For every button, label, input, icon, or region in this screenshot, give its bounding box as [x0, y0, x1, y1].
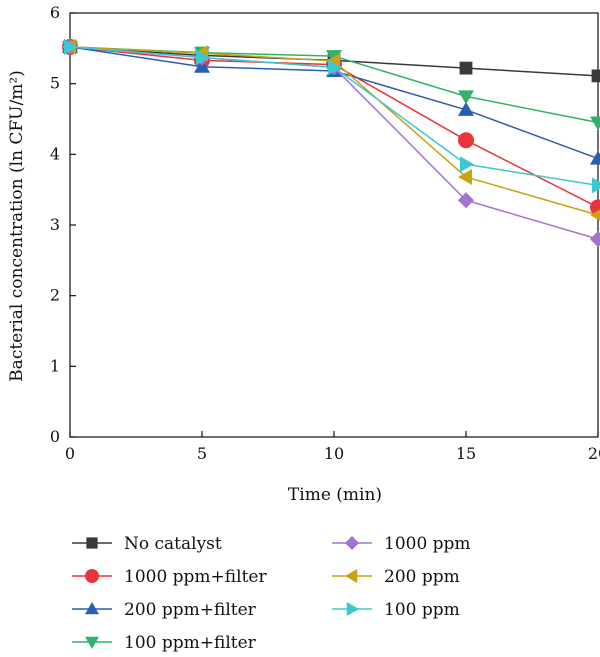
legend-marker	[345, 569, 358, 583]
data-point	[460, 156, 474, 173]
x-axis-ticks: 0 5 10 15 20	[65, 431, 600, 463]
x-tick-label: 10	[324, 444, 344, 463]
series-layer	[62, 38, 600, 248]
x-tick-label: 5	[197, 444, 207, 463]
data-point	[592, 177, 600, 194]
data-point	[458, 90, 474, 105]
legend-label: No catalyst	[124, 534, 222, 554]
data-point	[590, 231, 600, 248]
x-tick-label: 20	[588, 444, 600, 463]
x-tick-label: 15	[456, 444, 476, 463]
y-axis-ticks: 0 1 2 3 4 5 6	[50, 3, 76, 446]
data-point	[458, 132, 474, 149]
y-tick-label: 3	[50, 215, 60, 234]
y-tick-label: 0	[50, 427, 60, 446]
y-tick-label: 5	[50, 74, 60, 93]
legend: No catalyst 1000 ppm+filter 200 ppm+filter…	[72, 534, 471, 653]
y-tick-label: 4	[50, 144, 60, 163]
data-point	[459, 61, 473, 75]
legend-item: 1000 ppm	[332, 534, 471, 554]
data-point	[590, 116, 600, 131]
data-point	[196, 49, 210, 66]
legend-item: 1000 ppm+filter	[72, 567, 267, 587]
legend-label: 1000 ppm	[384, 534, 471, 554]
legend-item: 100 ppm	[332, 600, 460, 620]
x-tick-label: 0	[65, 444, 75, 463]
data-point	[590, 150, 600, 165]
data-point	[458, 192, 474, 209]
legend-label: 200 ppm	[384, 567, 460, 587]
data-point	[194, 58, 210, 73]
data-point	[458, 168, 472, 185]
legend-marker	[346, 602, 359, 616]
y-tick-label: 2	[50, 286, 60, 305]
legend-item: 200 ppm+filter	[72, 600, 257, 620]
legend-label: 100 ppm	[384, 600, 460, 620]
legend-label: 100 ppm+filter	[124, 633, 257, 653]
legend-marker	[85, 636, 99, 649]
series-6	[64, 38, 600, 194]
legend-item: No catalyst	[72, 534, 222, 554]
legend-marker	[345, 536, 359, 550]
legend-item: 200 ppm	[332, 567, 460, 587]
y-tick-label: 6	[50, 3, 60, 22]
legend-marker	[85, 569, 99, 583]
legend-label: 1000 ppm+filter	[124, 567, 267, 587]
data-point	[591, 69, 600, 83]
data-point	[64, 38, 78, 55]
data-point	[458, 101, 474, 116]
legend-marker	[86, 537, 98, 549]
series-5	[62, 38, 600, 221]
data-point	[590, 209, 600, 221]
x-axis-title: Time (min)	[288, 485, 382, 505]
legend-marker	[85, 602, 99, 615]
data-point	[328, 59, 342, 76]
legend-item: 100 ppm+filter	[72, 633, 257, 653]
y-axis-title: Bacterial concentration (ln CFU/m²)	[7, 70, 27, 382]
legend-label: 200 ppm+filter	[124, 600, 257, 620]
y-tick-label: 1	[50, 356, 60, 375]
